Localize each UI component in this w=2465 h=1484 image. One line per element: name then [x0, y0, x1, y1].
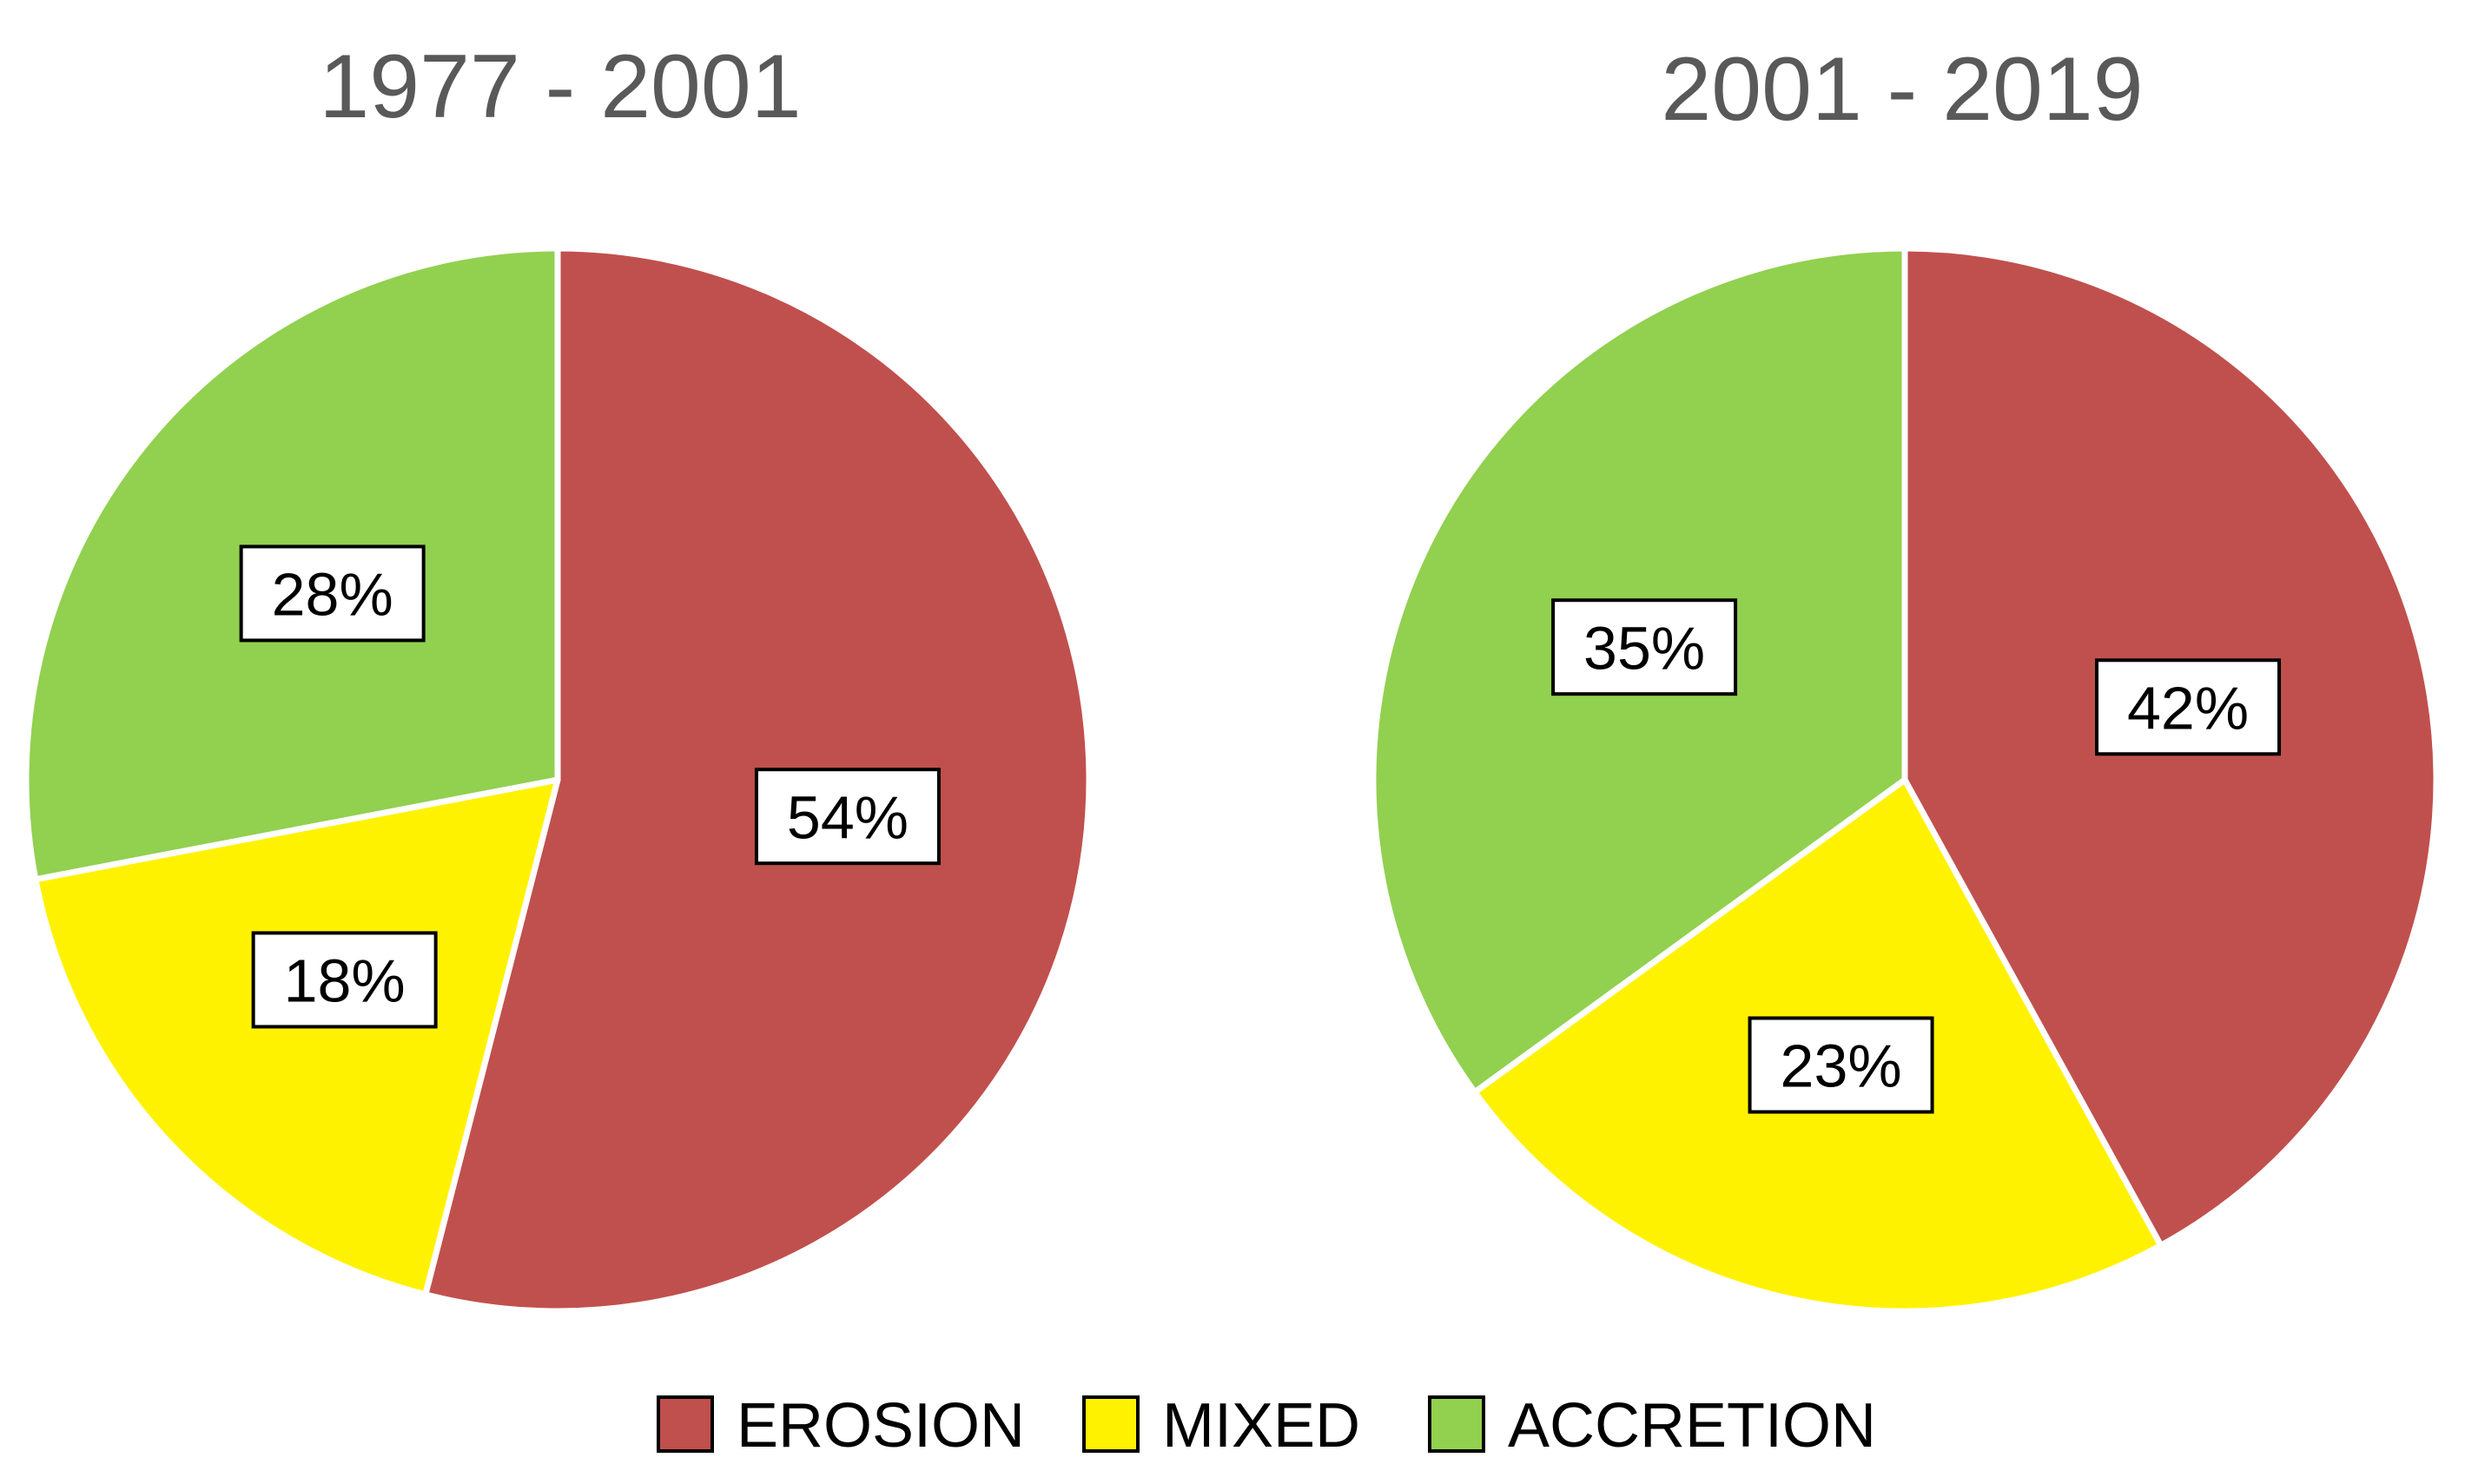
data-label-box	[754, 768, 941, 866]
data-label-mixed: 18%	[251, 931, 438, 1029]
chart-title: 2001 - 2019	[1661, 39, 2143, 140]
legend-item-mixed: MIXED	[1082, 1391, 1360, 1461]
legend-swatch	[1082, 1395, 1140, 1453]
pie-slices	[1370, 245, 2440, 1315]
legend-swatch	[657, 1395, 714, 1453]
data-label-text: 28%	[272, 561, 393, 629]
data-label-box	[251, 931, 438, 1029]
data-label-box	[2095, 658, 2282, 756]
data-label-erosion: 42%	[2095, 658, 2282, 756]
data-label-text: 18%	[284, 947, 406, 1015]
legend-label: EROSION	[737, 1391, 1025, 1461]
data-label-mixed: 23%	[1748, 1016, 1934, 1114]
chart-legend: EROSION MIXED ACCRETION	[657, 1391, 1876, 1461]
data-label-text: 35%	[1583, 614, 1705, 682]
legend-label: ACCRETION	[1508, 1391, 1876, 1461]
legend-label: MIXED	[1162, 1391, 1360, 1461]
legend-swatch	[1428, 1395, 1485, 1453]
pie-slice-mixed	[32, 776, 561, 1298]
pie-chart-2001-2019: 2001 - 2019 42% 23% 35%	[1370, 39, 2440, 1315]
pie-data-labels: 54% 18% 28%	[239, 544, 941, 1029]
pie-data-labels: 42% 23% 35%	[1551, 598, 2282, 1114]
data-label-box	[1551, 598, 1738, 696]
data-label-text: 42%	[2127, 674, 2249, 742]
data-label-erosion: 54%	[754, 768, 941, 866]
data-label-text: 54%	[787, 783, 909, 851]
data-label-accretion: 28%	[239, 544, 426, 643]
data-label-box	[1748, 1016, 1934, 1114]
legend-item-accretion: ACCRETION	[1428, 1391, 1876, 1461]
data-label-box	[239, 544, 426, 643]
legend-item-erosion: EROSION	[657, 1391, 1025, 1461]
pie-chart-1977-2001: 1977 - 2001 54% 18% 28%	[23, 36, 1093, 1315]
chart-title: 1977 - 2001	[319, 36, 801, 137]
data-label-text: 23%	[1781, 1032, 1902, 1100]
data-label-accretion: 35%	[1551, 598, 1738, 696]
